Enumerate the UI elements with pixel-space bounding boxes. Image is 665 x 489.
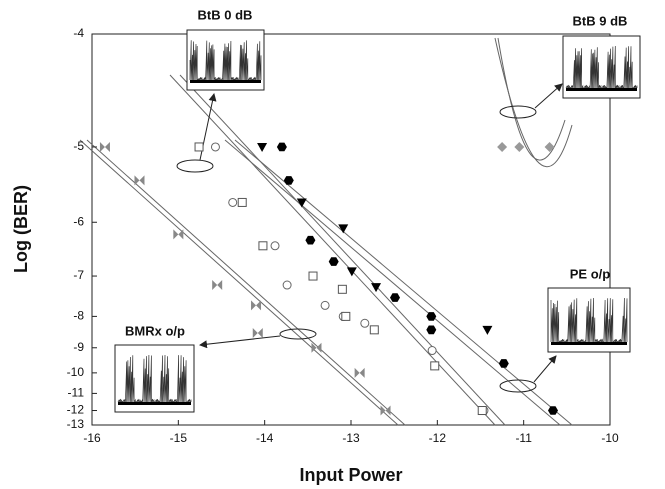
ellipse [500,380,536,392]
point [251,300,261,310]
y-tick-label: -7 [73,268,84,282]
arrow [200,336,280,345]
point [355,368,365,378]
point [309,272,317,280]
y-tick-label: -10 [67,365,85,379]
y-tick-label: -6 [73,214,84,228]
fit-line [225,140,560,425]
point [284,176,294,185]
point [482,326,492,335]
point [426,312,436,321]
x-tick-label: -16 [83,431,101,445]
x-tick-label: -13 [342,431,360,445]
y-tick-label: -9 [73,340,84,354]
point [271,242,279,250]
point [342,312,350,320]
point [390,293,400,302]
point [257,143,267,152]
x-tick-label: -15 [170,431,188,445]
point [514,142,524,152]
fit-line [180,75,505,425]
fit-line [170,75,495,425]
point [100,142,110,152]
point [211,143,219,151]
inset-baseline [190,80,261,83]
point [497,142,507,152]
y-tick-label: -4 [73,26,84,40]
x-tick-label: -11 [515,431,532,445]
point [338,285,346,293]
y-tick-label: -8 [73,309,84,323]
x-tick-label: -10 [601,431,619,445]
inset-baseline [118,402,191,405]
annotations [177,84,562,392]
fit-curve [498,38,565,160]
x-axis-title: Input Power [300,465,403,485]
point [329,257,339,266]
point [370,326,378,334]
point [238,198,246,206]
point [426,326,436,335]
y-tick-label: -12 [67,403,85,417]
inset-label: BtB 9 dB [573,13,628,28]
y-axis-title: Log (BER) [11,185,31,273]
inset-baseline [551,342,627,345]
ellipse [177,160,213,172]
point [478,407,486,415]
y-tick-label: -11 [68,386,85,400]
x-tick-label: -12 [429,431,447,445]
inset-label: BtB 0 dB [198,7,253,22]
point [229,198,237,206]
point [361,319,369,327]
y-tick-label: -13 [67,417,85,431]
point [253,328,263,338]
point [548,406,558,415]
chart: BtB 0 dB BtB 9 dB PE o/p BMRx o/p Input … [0,0,665,489]
point [431,362,439,370]
y-tick-label: -5 [73,139,84,153]
arrow [534,356,556,382]
inset-label: BMRx o/p [125,323,185,338]
point [173,229,183,239]
point [195,143,203,151]
point [321,301,329,309]
point [371,283,381,292]
point [259,242,267,250]
point [545,142,555,152]
point [134,175,144,185]
point [277,143,287,152]
arrow [535,84,562,108]
point [499,359,509,368]
insets: BtB 0 dB BtB 9 dB PE o/p BMRx o/p [115,7,640,412]
inset-label: PE o/p [570,266,611,281]
point [212,280,222,290]
point [283,281,291,289]
ellipse [500,106,536,118]
x-tick-label: -14 [256,431,274,445]
inset-baseline [566,88,637,91]
ellipse [280,329,316,339]
point [428,347,436,355]
point [305,236,315,245]
